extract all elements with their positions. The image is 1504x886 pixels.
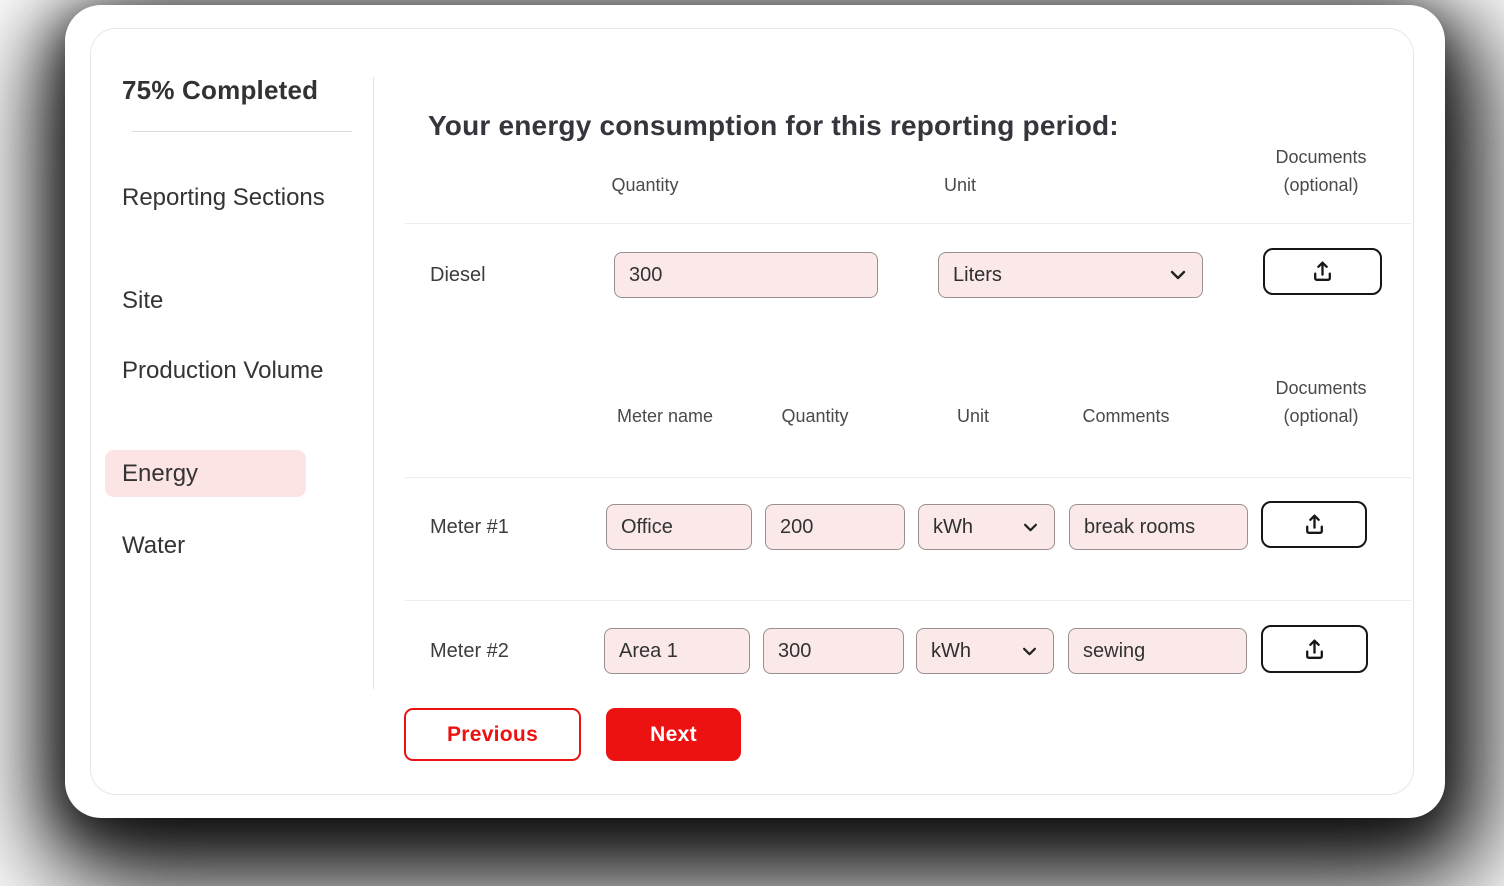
column-header-quantity: Quantity: [611, 175, 679, 195]
row-label-meter-2: Meter #2: [430, 640, 509, 662]
column-header-comments: Comments: [1082, 406, 1170, 426]
sidebar-item-water[interactable]: Water: [122, 532, 186, 559]
table-divider: [405, 477, 1411, 478]
meter-2-comments-input[interactable]: [1068, 628, 1247, 674]
meter-1-comments-input[interactable]: [1069, 504, 1248, 550]
column-header-documents: Documents (optional): [1275, 378, 1367, 426]
sidebar-content-divider: [373, 77, 374, 689]
upload-icon: [1310, 259, 1335, 284]
meter-1-name-input[interactable]: [606, 504, 752, 550]
column-header-documents: Documents (optional): [1275, 147, 1367, 195]
next-button[interactable]: Next: [606, 708, 741, 761]
column-header-unit: Unit: [956, 406, 989, 426]
column-header-meter-name: Meter name: [616, 406, 714, 426]
diesel-quantity-input[interactable]: [614, 252, 878, 298]
meter-1-upload-button[interactable]: [1261, 501, 1367, 548]
meter-2-unit-select[interactable]: kWh: [916, 628, 1054, 674]
chevron-down-icon: [1170, 270, 1186, 280]
meter-1-unit-value: kWh: [933, 515, 973, 538]
row-label-diesel: Diesel: [430, 264, 486, 286]
meter-2-quantity-input[interactable]: [763, 628, 904, 674]
chevron-down-icon: [1023, 523, 1038, 532]
sidebar-item-reporting-sections[interactable]: Reporting Sections: [122, 184, 325, 211]
form-card: 75% Completed Reporting Sections Site Pr…: [65, 5, 1445, 818]
diesel-unit-value: Liters: [953, 263, 1002, 286]
sidebar-item-energy[interactable]: Energy: [105, 450, 306, 497]
sidebar-item-site[interactable]: Site: [122, 287, 164, 314]
table-divider: [405, 600, 1411, 601]
meter-2-upload-button[interactable]: [1261, 625, 1368, 673]
previous-button[interactable]: Previous: [404, 708, 581, 761]
page-title: Your energy consumption for this reporti…: [428, 109, 1119, 141]
column-header-quantity: Quantity: [781, 406, 849, 426]
row-label-meter-1: Meter #1: [430, 516, 509, 538]
meter-2-name-input[interactable]: [604, 628, 750, 674]
sidebar-item-production-volume[interactable]: Production Volume: [122, 357, 324, 384]
sidebar-divider: [132, 131, 352, 132]
table-divider: [405, 223, 1411, 224]
upload-icon: [1302, 637, 1327, 662]
chevron-down-icon: [1022, 647, 1037, 656]
progress-label: 75% Completed: [122, 75, 319, 105]
meter-1-unit-select[interactable]: kWh: [918, 504, 1055, 550]
meter-1-quantity-input[interactable]: [765, 504, 905, 550]
diesel-unit-select[interactable]: Liters: [938, 252, 1203, 298]
meter-2-unit-value: kWh: [931, 639, 971, 662]
diesel-upload-button[interactable]: [1263, 248, 1382, 295]
upload-icon: [1302, 512, 1327, 537]
column-header-unit: Unit: [943, 175, 976, 195]
